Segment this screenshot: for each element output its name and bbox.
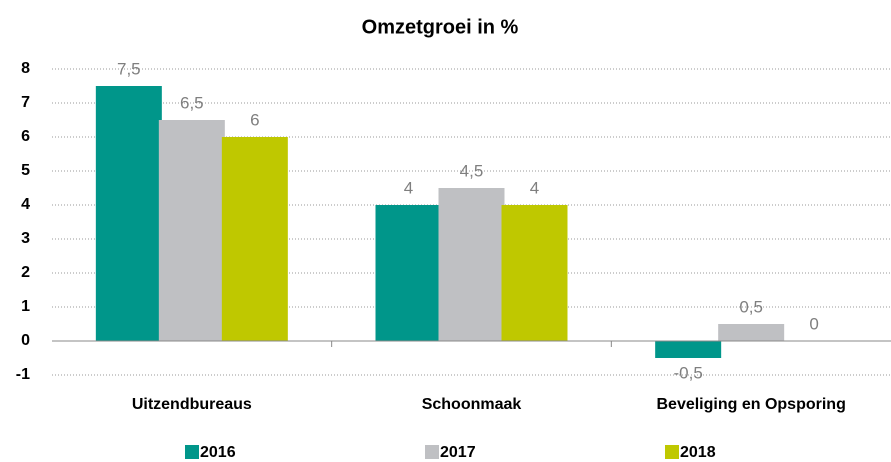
bar [95, 86, 162, 341]
bar [655, 341, 722, 358]
y-tick-label: 4 [21, 196, 30, 213]
bar [718, 324, 785, 341]
legend-swatch [425, 445, 439, 459]
y-tick-label: 8 [21, 60, 30, 77]
value-label: 7,5 [117, 59, 141, 78]
x-tick-label: Uitzendbureaus [132, 396, 252, 413]
value-label: 6,5 [180, 93, 204, 112]
value-label: 0 [809, 314, 818, 333]
legend-swatch [185, 445, 199, 459]
y-tick-label: 3 [21, 230, 30, 247]
value-label: 6 [250, 110, 259, 129]
value-label: 4,5 [460, 161, 484, 180]
bar [221, 137, 288, 341]
legend-swatch [665, 445, 679, 459]
legend-label: 2016 [200, 444, 236, 461]
y-tick-label: 1 [21, 298, 30, 315]
bar [501, 205, 568, 341]
value-label: 4 [530, 178, 539, 197]
y-tick-label: -1 [16, 366, 30, 383]
legend-label: 2017 [440, 444, 476, 461]
chart-title: Omzetgroei in % [362, 16, 519, 38]
bar [375, 205, 442, 341]
value-label: -0,5 [674, 363, 703, 382]
legend-label: 2018 [680, 444, 716, 461]
y-tick-label: 2 [21, 264, 30, 281]
bar [158, 120, 225, 341]
y-tick-label: 6 [21, 128, 30, 145]
x-tick-label: Schoonmaak [422, 396, 522, 413]
y-tick-label: 0 [21, 332, 30, 349]
value-label: 4 [404, 178, 413, 197]
value-label: 0,5 [739, 297, 763, 316]
y-tick-label: 7 [21, 94, 30, 111]
y-tick-label: 5 [21, 162, 30, 179]
bar [438, 188, 505, 341]
x-tick-label: Beveliging en Opsporing [656, 396, 845, 413]
